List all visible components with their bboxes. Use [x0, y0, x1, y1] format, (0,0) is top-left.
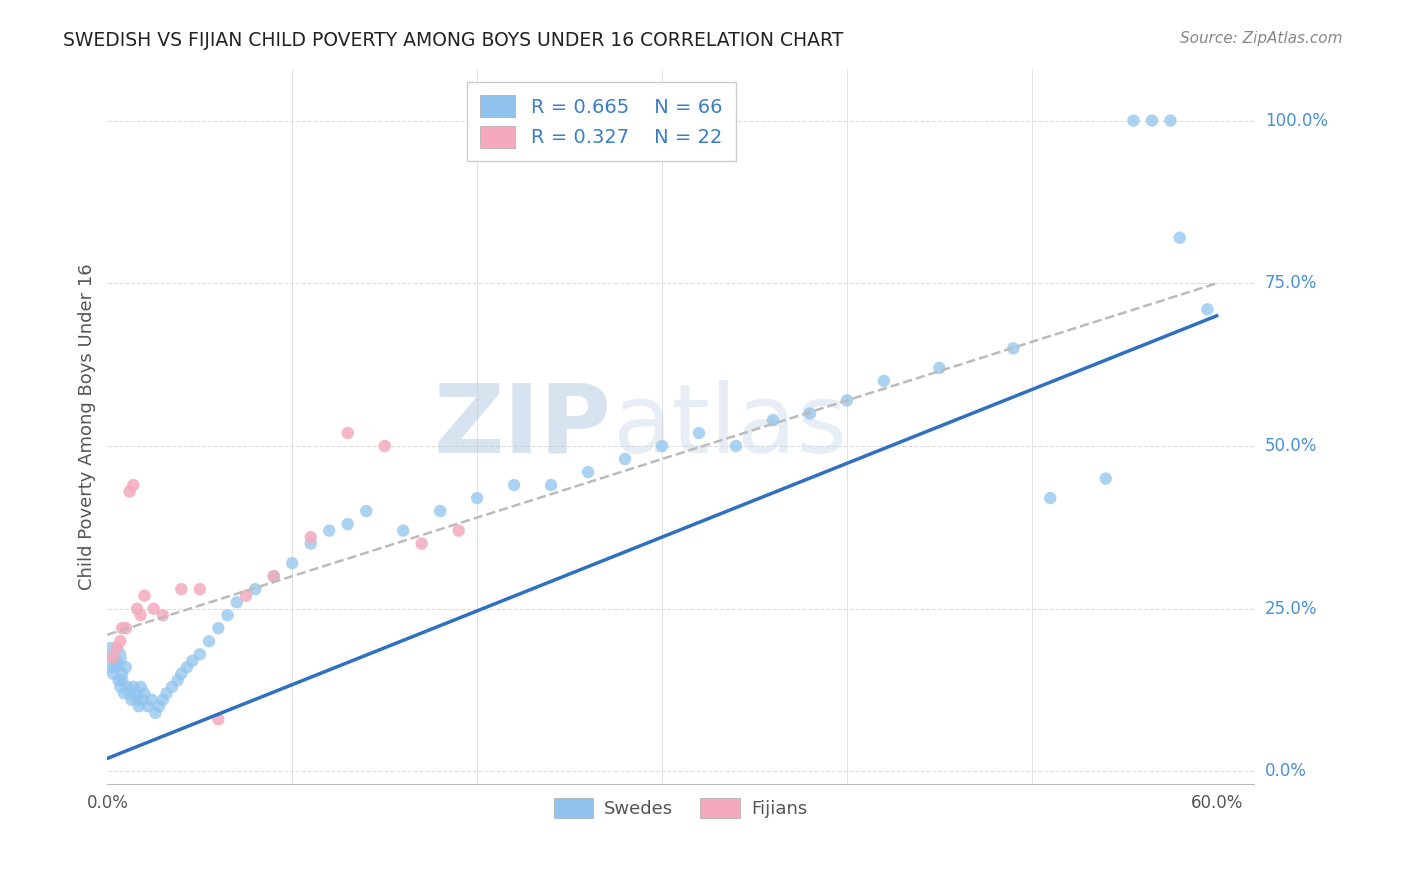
- Point: [145, 706, 167, 720]
- Point: [873, 374, 896, 388]
- Point: [101, 666, 124, 681]
- Point: [299, 530, 322, 544]
- Point: [129, 608, 152, 623]
- Point: [318, 524, 340, 538]
- Text: 25.0%: 25.0%: [1265, 599, 1317, 617]
- Point: [1197, 302, 1219, 317]
- Point: [160, 680, 183, 694]
- Point: [148, 699, 170, 714]
- Text: 0.0%: 0.0%: [1265, 763, 1306, 780]
- Point: [122, 478, 145, 492]
- Point: [263, 569, 285, 583]
- Point: [799, 407, 821, 421]
- Point: [245, 582, 267, 597]
- Point: [336, 517, 359, 532]
- Point: [1122, 113, 1144, 128]
- Point: [928, 360, 950, 375]
- Text: 75.0%: 75.0%: [1265, 275, 1317, 293]
- Point: [110, 680, 132, 694]
- Point: [155, 686, 177, 700]
- Point: [762, 413, 785, 427]
- Point: [125, 693, 148, 707]
- Point: [110, 634, 132, 648]
- Text: 100.0%: 100.0%: [1265, 112, 1327, 129]
- Point: [429, 504, 451, 518]
- Point: [131, 693, 153, 707]
- Point: [118, 686, 141, 700]
- Legend: Swedes, Fijians: Swedes, Fijians: [547, 791, 814, 825]
- Point: [299, 536, 322, 550]
- Point: [112, 686, 135, 700]
- Point: [105, 640, 128, 655]
- Point: [105, 654, 128, 668]
- Point: [207, 712, 229, 726]
- Point: [188, 647, 211, 661]
- Point: [122, 680, 145, 694]
- Point: [688, 425, 710, 440]
- Point: [217, 608, 239, 623]
- Point: [281, 556, 304, 570]
- Point: [198, 634, 221, 648]
- Point: [181, 654, 204, 668]
- Point: [374, 439, 396, 453]
- Point: [142, 601, 165, 615]
- Point: [120, 693, 142, 707]
- Point: [614, 452, 637, 467]
- Point: [104, 660, 127, 674]
- Text: Source: ZipAtlas.com: Source: ZipAtlas.com: [1180, 31, 1343, 46]
- Point: [724, 439, 747, 453]
- Point: [115, 621, 138, 635]
- Point: [152, 608, 174, 623]
- Point: [235, 589, 257, 603]
- Text: atlas: atlas: [612, 380, 846, 473]
- Point: [1140, 113, 1163, 128]
- Y-axis label: Child Poverty Among Boys Under 16: Child Poverty Among Boys Under 16: [79, 263, 96, 590]
- Point: [1002, 342, 1025, 356]
- Point: [129, 680, 152, 694]
- Point: [176, 660, 198, 674]
- Text: 50.0%: 50.0%: [1265, 437, 1317, 455]
- Point: [111, 666, 134, 681]
- Point: [134, 686, 156, 700]
- Point: [111, 673, 134, 688]
- Point: [117, 680, 139, 694]
- Point: [100, 650, 122, 665]
- Point: [447, 524, 470, 538]
- Point: [170, 666, 193, 681]
- Point: [111, 621, 134, 635]
- Point: [1159, 113, 1181, 128]
- Point: [118, 484, 141, 499]
- Point: [411, 536, 433, 550]
- Point: [107, 673, 129, 688]
- Point: [134, 589, 156, 603]
- Point: [166, 673, 188, 688]
- Point: [576, 465, 599, 479]
- Point: [392, 524, 415, 538]
- Text: SWEDISH VS FIJIAN CHILD POVERTY AMONG BOYS UNDER 16 CORRELATION CHART: SWEDISH VS FIJIAN CHILD POVERTY AMONG BO…: [63, 31, 844, 50]
- Point: [1039, 491, 1062, 505]
- Point: [263, 569, 285, 583]
- Point: [124, 686, 146, 700]
- Text: ZIP: ZIP: [434, 380, 612, 473]
- Point: [170, 582, 193, 597]
- Point: [141, 693, 163, 707]
- Point: [207, 621, 229, 635]
- Point: [152, 693, 174, 707]
- Point: [354, 504, 377, 518]
- Point: [465, 491, 488, 505]
- Point: [835, 393, 858, 408]
- Point: [503, 478, 526, 492]
- Point: [225, 595, 247, 609]
- Point: [125, 601, 148, 615]
- Point: [336, 425, 359, 440]
- Point: [128, 699, 150, 714]
- Point: [1168, 231, 1191, 245]
- Point: [101, 650, 124, 665]
- Point: [540, 478, 562, 492]
- Point: [136, 699, 159, 714]
- Point: [115, 660, 138, 674]
- Point: [1094, 471, 1116, 485]
- Point: [651, 439, 673, 453]
- Point: [188, 582, 211, 597]
